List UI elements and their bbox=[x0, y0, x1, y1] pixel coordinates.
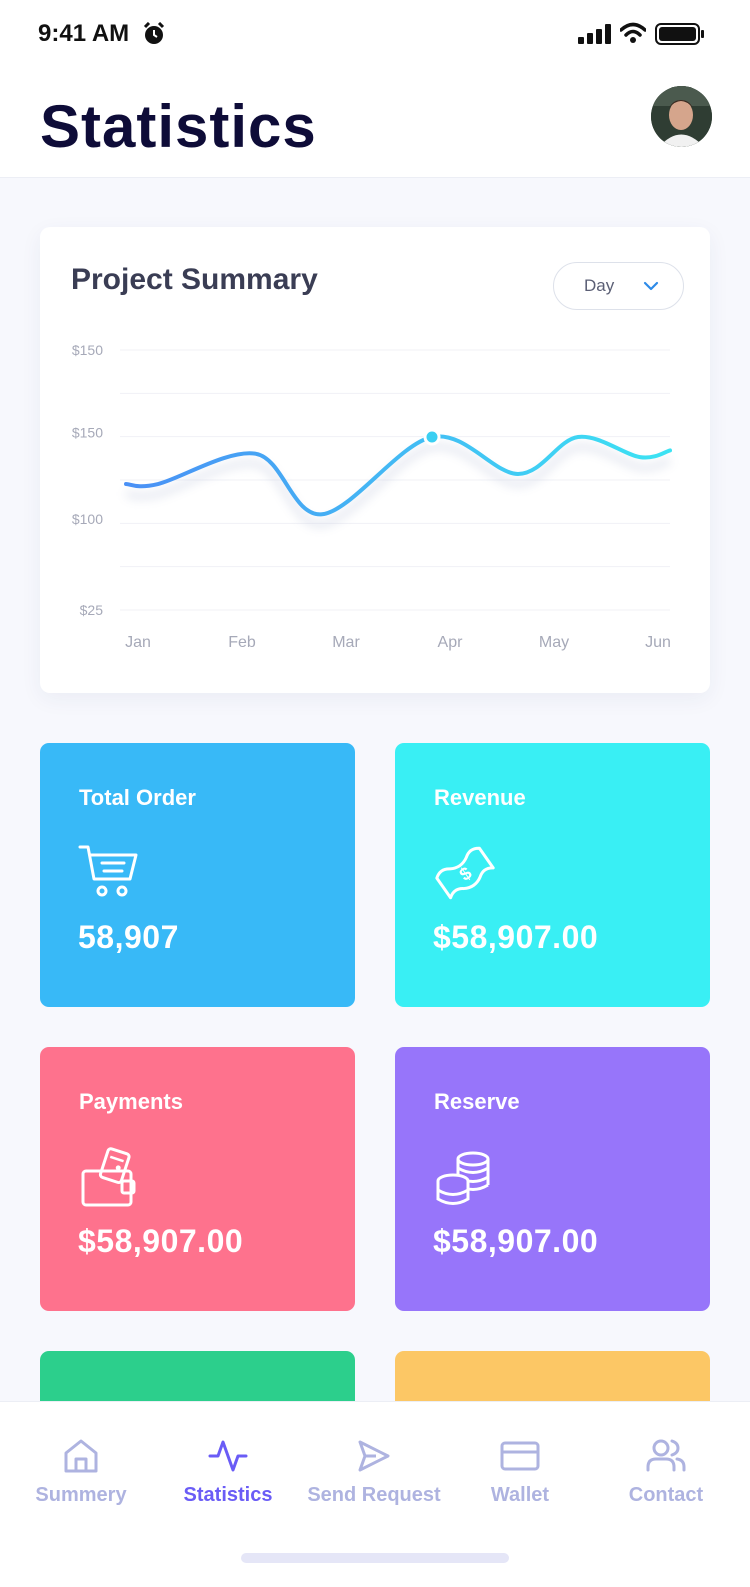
home-indicator bbox=[241, 1553, 509, 1563]
chart-line bbox=[124, 434, 672, 517]
shopping-cart-icon bbox=[78, 845, 138, 897]
x-tick-label: Mar bbox=[332, 634, 360, 651]
avatar[interactable] bbox=[651, 86, 712, 147]
activity-icon bbox=[208, 1440, 248, 1472]
nav-item-wallet[interactable]: Wallet bbox=[445, 1402, 595, 1522]
stat-value: $58,907.00 bbox=[78, 1223, 244, 1259]
stat-value: $58,907.00 bbox=[433, 919, 599, 955]
stat-value: $58,907.00 bbox=[433, 1223, 599, 1259]
svg-text:$: $ bbox=[456, 863, 476, 885]
dollar-bill-icon: $ bbox=[435, 846, 495, 900]
send-icon bbox=[358, 1440, 390, 1472]
stat-value: 58,907 bbox=[78, 919, 179, 955]
stat-card-total-order[interactable]: Total Order 58,907 bbox=[40, 743, 355, 1007]
bottom-navigation: Summery Statistics Send Request Wallet C… bbox=[0, 1401, 750, 1587]
status-time: 9:41 AM bbox=[38, 20, 130, 47]
nav-item-contact[interactable]: Contact bbox=[591, 1402, 741, 1522]
nav-label: Contact bbox=[628, 1484, 704, 1506]
x-tick-label: Apr bbox=[438, 634, 464, 651]
chevron-down-icon bbox=[643, 281, 659, 291]
nav-label: Wallet bbox=[490, 1484, 550, 1506]
nav-label: Summery bbox=[35, 1484, 127, 1506]
stat-card-payments[interactable]: Payments $58,907.00 bbox=[40, 1047, 355, 1311]
line-chart: $150 $150 $100 $25 Jan Feb Mar Apr May Jun bbox=[72, 342, 672, 651]
nav-item-summery[interactable]: Summery bbox=[6, 1402, 156, 1522]
range-select[interactable]: Day bbox=[553, 262, 684, 310]
status-bar: 9:41 AM bbox=[0, 0, 750, 66]
stat-card-reserve[interactable]: Reserve $58,907.00 bbox=[395, 1047, 710, 1311]
credit-card-icon bbox=[500, 1441, 540, 1471]
nav-label: Statistics bbox=[183, 1484, 273, 1506]
y-tick-label: $100 bbox=[72, 511, 103, 527]
coin-stack-icon bbox=[436, 1151, 490, 1205]
nav-item-send-request[interactable]: Send Request bbox=[299, 1402, 449, 1522]
stat-card-revenue[interactable]: Revenue $ $58,907.00 bbox=[395, 743, 710, 1007]
signal-icon bbox=[578, 24, 611, 44]
page-title: Statistics bbox=[40, 93, 317, 160]
battery-icon bbox=[655, 23, 704, 45]
wifi-icon bbox=[620, 22, 646, 43]
home-icon bbox=[64, 1439, 98, 1473]
user-avatar-icon bbox=[651, 86, 712, 147]
y-tick-label: $150 bbox=[72, 424, 103, 440]
project-summary-card: $150 $150 $100 $25 Jan Feb Mar Apr May Jun Proje… bbox=[40, 227, 710, 693]
x-tick-label: Jun bbox=[645, 634, 671, 651]
stat-label: Total Order bbox=[79, 785, 196, 810]
header: Statistics bbox=[0, 66, 750, 178]
stat-label: Reserve bbox=[434, 1089, 520, 1114]
stat-label: Payments bbox=[79, 1089, 183, 1114]
nav-label: Send Request bbox=[307, 1484, 441, 1506]
y-tick-label: $150 bbox=[72, 342, 103, 358]
chart-title: Project Summary bbox=[71, 263, 318, 296]
wallet-icon bbox=[81, 1147, 136, 1207]
x-tick-label: Jan bbox=[125, 634, 151, 651]
alarm-clock-icon bbox=[143, 22, 165, 44]
chart-line-shadow bbox=[125, 443, 671, 528]
range-select-value: Day bbox=[584, 276, 615, 295]
stat-label: Revenue bbox=[434, 785, 526, 810]
x-tick-label: Feb bbox=[228, 634, 256, 651]
y-tick-label: $25 bbox=[80, 602, 104, 618]
nav-item-statistics[interactable]: Statistics bbox=[153, 1402, 303, 1522]
highlighted-data-point[interactable] bbox=[423, 428, 441, 446]
x-tick-label: May bbox=[539, 634, 569, 651]
users-icon bbox=[646, 1439, 686, 1472]
